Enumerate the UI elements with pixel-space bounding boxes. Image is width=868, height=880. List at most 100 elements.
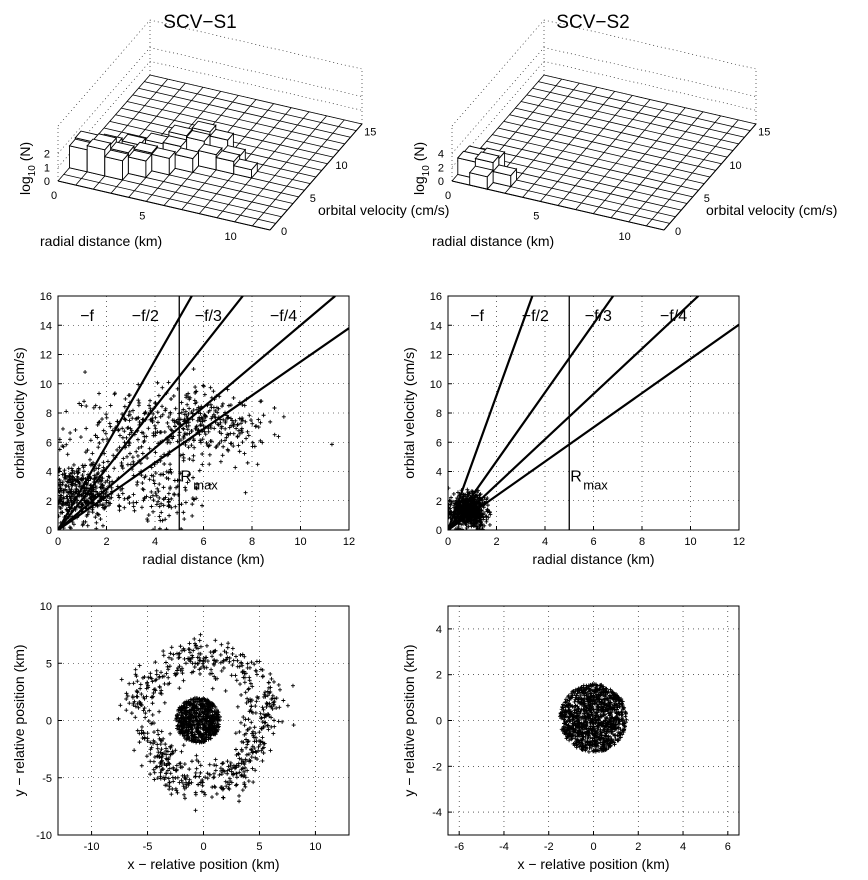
data-point [187, 406, 192, 411]
data-point [69, 476, 74, 481]
data-point [242, 654, 247, 659]
data-point [205, 701, 210, 706]
data-point [220, 401, 225, 406]
data-point [60, 480, 65, 485]
data-point [103, 504, 108, 509]
data-point [101, 502, 106, 507]
data-point [125, 426, 130, 431]
data-point [223, 779, 228, 784]
data-point [165, 749, 170, 754]
y-tick-label: 5 [310, 193, 316, 205]
data-point [218, 766, 223, 771]
x-tick-label: -6 [454, 841, 464, 853]
z-tick-label: 0 [438, 176, 444, 188]
data-point [595, 700, 600, 705]
data-point [152, 777, 157, 782]
data-point [143, 711, 148, 716]
data-point [242, 403, 247, 408]
data-point [567, 719, 572, 724]
x-tick-label: 10 [294, 536, 306, 548]
x-tick-label: 5 [533, 210, 539, 222]
data-point [185, 432, 190, 437]
data-point [599, 720, 604, 725]
data-point [222, 438, 227, 443]
data-point [69, 487, 74, 492]
data-point [64, 409, 69, 414]
data-point [194, 758, 199, 763]
data-point [581, 691, 586, 696]
data-point [86, 509, 91, 514]
data-point [260, 746, 265, 751]
y-tick-label: -4 [432, 807, 442, 819]
data-point [245, 768, 250, 773]
data-point [172, 418, 177, 423]
data-point [187, 472, 192, 477]
data-point [198, 722, 203, 727]
data-point [171, 394, 176, 398]
data-point [607, 713, 612, 718]
data-point [254, 672, 259, 677]
data-point [589, 745, 594, 750]
data-point [196, 728, 201, 733]
data-point [127, 451, 132, 456]
data-point [591, 724, 596, 729]
data-point [217, 441, 222, 446]
data-point [216, 406, 221, 411]
data-point [207, 462, 212, 467]
data-point [609, 715, 614, 720]
data-point [97, 441, 102, 446]
data-point [239, 739, 244, 744]
data-point [478, 523, 483, 528]
data-point [186, 783, 191, 788]
data-point [166, 470, 171, 475]
data-point [151, 431, 156, 436]
data-point [598, 729, 603, 734]
data-point [449, 501, 454, 506]
data-point [260, 758, 265, 763]
data-point [226, 641, 231, 646]
data-point [260, 674, 265, 679]
data-point [167, 766, 172, 771]
data-point [213, 768, 218, 773]
x-tick-label: -10 [84, 841, 100, 853]
data-point [585, 746, 590, 751]
data-point [182, 775, 187, 780]
data-point [191, 719, 196, 724]
data-point [206, 429, 211, 434]
y-tick-label: 12 [40, 350, 52, 362]
data-point [258, 711, 263, 716]
histogram-bar [174, 147, 200, 174]
data-point [187, 767, 192, 772]
x-axis-line [451, 180, 665, 231]
data-point [604, 707, 609, 712]
data-point [231, 444, 236, 449]
data-point [240, 402, 245, 407]
data-point [253, 424, 258, 429]
data-point [624, 711, 629, 716]
data-point [563, 722, 568, 727]
data-point [131, 492, 136, 497]
y-tick-label: 6 [436, 437, 442, 449]
data-point [170, 787, 175, 791]
data-point [138, 686, 143, 691]
data-point [619, 709, 624, 714]
data-point [213, 757, 218, 762]
data-point [246, 779, 251, 784]
data-point [161, 496, 166, 501]
data-point [206, 730, 211, 735]
data-point [116, 428, 121, 433]
data-point [169, 657, 174, 662]
data-point [265, 712, 270, 717]
data-point [167, 784, 172, 789]
data-point [262, 692, 267, 697]
data-point [73, 489, 78, 494]
x-tick-label: 8 [639, 536, 645, 548]
data-point [192, 737, 197, 742]
x-tick-label: 2 [493, 536, 499, 548]
data-point [168, 651, 173, 656]
data-point [153, 765, 158, 770]
data-point [178, 644, 183, 649]
data-point [105, 437, 110, 442]
data-point [227, 425, 232, 430]
